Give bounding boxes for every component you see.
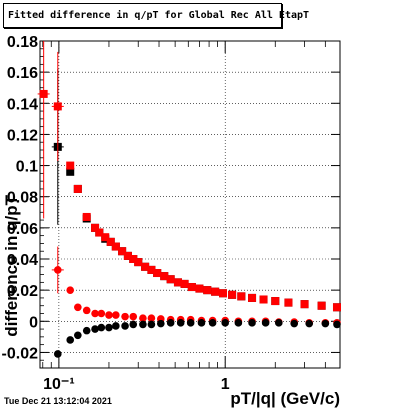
data-point-circle xyxy=(91,325,99,333)
data-point-square xyxy=(173,278,182,287)
data-point-circle xyxy=(321,319,330,328)
data-point-circle xyxy=(208,319,217,327)
y-tick-label: -0.02 xyxy=(2,345,39,362)
data-point-circle xyxy=(166,319,175,327)
data-point-circle xyxy=(139,314,147,322)
data-point-square xyxy=(53,102,62,111)
data-point-circle xyxy=(82,306,91,315)
data-point-square xyxy=(66,161,75,170)
data-point-square xyxy=(91,223,100,232)
plot-frame xyxy=(39,40,341,369)
data-point-circle xyxy=(105,323,113,332)
data-point-circle xyxy=(53,266,62,274)
x-tick-label: 1 xyxy=(221,376,230,393)
timestamp: Tue Dec 21 13:12:04 2021 xyxy=(4,396,112,406)
data-point-square xyxy=(101,233,110,242)
x-axis-title: pT/|q| (GeV/c) xyxy=(230,389,340,408)
data-point-square xyxy=(248,293,257,302)
data-point-circle xyxy=(139,320,147,329)
axis-ticks xyxy=(40,40,340,369)
data-point-circle xyxy=(157,319,165,328)
data-point-circle xyxy=(74,303,82,312)
data-point-circle xyxy=(176,319,185,327)
y-tick-label: 0.1 xyxy=(16,159,38,176)
y-axis-title: difference in q/pT xyxy=(2,195,21,337)
data-point-square xyxy=(39,89,48,98)
data-point-square xyxy=(195,284,204,293)
data-point-circle xyxy=(221,319,230,327)
data-point-square xyxy=(259,295,268,304)
data-point-circle xyxy=(66,336,75,344)
y-tick-label: 0 xyxy=(29,314,38,331)
data-point-circle xyxy=(261,319,270,327)
data-point-circle xyxy=(333,320,341,329)
data-point-square xyxy=(300,300,309,309)
data-point-square xyxy=(118,247,127,256)
y-tick-label: 0.12 xyxy=(7,127,38,144)
y-tick-label: 0.14 xyxy=(7,96,38,113)
data-point-circle xyxy=(97,309,106,318)
data-point-circle xyxy=(147,320,156,329)
data-point-square xyxy=(147,265,156,274)
data-point-square xyxy=(106,237,115,246)
data-point-circle xyxy=(274,319,283,327)
chart-title: Fitted difference in q/pT for Global Rec… xyxy=(3,3,309,28)
y-tick-label: 0.06 xyxy=(7,221,38,238)
data-point-circle xyxy=(186,319,195,327)
data-point-square xyxy=(123,251,132,260)
data-point-square xyxy=(237,292,246,301)
y-tick-label: 0.04 xyxy=(7,252,38,269)
data-point-circle xyxy=(112,322,120,330)
y-tick-label: 0.16 xyxy=(7,65,38,82)
data-point-circle xyxy=(129,312,138,321)
data-point-square xyxy=(111,242,120,251)
y-tick-label: 0.18 xyxy=(7,34,38,51)
data-point-square xyxy=(141,262,150,271)
data-point-square xyxy=(95,228,104,237)
data-point-square xyxy=(160,272,169,281)
data-point-circle xyxy=(97,323,106,332)
data-point-square xyxy=(180,279,189,288)
data-point-square xyxy=(129,255,138,263)
data-point-square xyxy=(73,184,82,193)
data-point-circle xyxy=(74,331,82,340)
data-point-circle xyxy=(91,309,99,318)
data-point-circle xyxy=(248,319,256,327)
data-point-square xyxy=(332,303,341,312)
y-tick-label: 0.08 xyxy=(7,190,38,207)
data-point-circle xyxy=(105,311,113,319)
data-point-circle xyxy=(197,319,206,327)
data-point-square xyxy=(219,289,228,298)
data-point-square xyxy=(228,290,237,299)
data-point-circle xyxy=(112,311,120,319)
data-marks xyxy=(37,41,341,358)
data-point-circle xyxy=(129,320,138,329)
data-point-circle xyxy=(147,314,156,322)
data-point-circle xyxy=(53,350,62,358)
tick-labels: -0.02 0 0.02 0.04 0.06 0.08 0.1 0.12 0.14 0.16 0.1… xyxy=(2,34,230,393)
data-point-square xyxy=(187,283,196,292)
data-point-square xyxy=(284,298,293,307)
data-point-square xyxy=(271,297,280,306)
data-point-square xyxy=(203,286,212,295)
data-point-square xyxy=(166,275,175,284)
data-point-circle xyxy=(305,319,314,328)
data-point-square xyxy=(134,258,143,267)
data-point-circle xyxy=(121,312,129,321)
x-tick-label: 10⁻¹ xyxy=(43,376,75,393)
data-point-circle xyxy=(290,319,299,328)
data-point-circle xyxy=(82,326,91,335)
data-point-circle xyxy=(66,286,75,294)
data-point-square xyxy=(82,212,91,221)
data-point-square xyxy=(66,167,75,176)
data-point-square xyxy=(153,269,162,278)
data-point-square xyxy=(317,301,326,310)
data-point-circle xyxy=(121,322,129,330)
data-point-circle xyxy=(234,319,243,327)
y-tick-label: 0.02 xyxy=(7,283,38,300)
data-point-square xyxy=(211,287,220,296)
